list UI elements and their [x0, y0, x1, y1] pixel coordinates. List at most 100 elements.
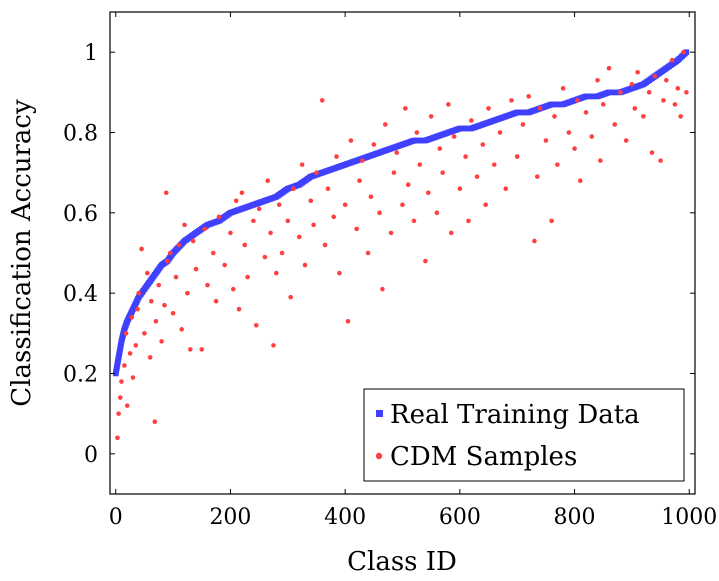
cdm-sample-point	[187, 347, 193, 352]
cdm-sample-point	[664, 77, 669, 83]
cdm-sample-point	[199, 347, 205, 352]
cdm-sample-point	[368, 194, 374, 200]
cdm-sample-point	[185, 290, 190, 296]
cdm-sample-point	[136, 290, 141, 296]
cdm-sample-point	[466, 218, 471, 224]
cdm-sample-point	[583, 110, 589, 115]
cdm-sample-point	[543, 138, 549, 143]
cdm-sample-point	[176, 242, 182, 248]
cdm-sample-point	[139, 246, 144, 252]
cdm-sample-point	[414, 130, 420, 135]
cdm-sample-point	[133, 343, 139, 348]
plot-frame	[109, 11, 696, 495]
cdm-sample-point	[331, 214, 336, 220]
cdm-sample-point	[520, 122, 526, 127]
cdm-sample-point	[411, 218, 417, 224]
x-tick-label: 1000	[661, 505, 717, 530]
cdm-sample-point	[276, 202, 282, 208]
cdm-sample-point	[552, 114, 557, 119]
cdm-sample-point	[641, 114, 646, 119]
cdm-sample-point	[440, 170, 445, 175]
cdm-sample-point	[130, 375, 136, 380]
cdm-sample-point	[675, 86, 681, 91]
cdm-sample-point	[147, 355, 153, 360]
cdm-sample-point	[428, 114, 434, 119]
cdm-sample-point	[437, 146, 443, 151]
cdm-sample-point	[423, 258, 428, 264]
cdm-sample-point	[491, 162, 497, 167]
cdm-sample-point	[253, 323, 259, 328]
cdm-sample-point	[334, 154, 339, 159]
cdm-sample-point	[672, 102, 678, 107]
cdm-sample-point	[606, 65, 612, 71]
cdm-sample-point	[417, 162, 423, 167]
x-tick-label: 600	[439, 505, 481, 530]
cdm-sample-point	[451, 134, 457, 139]
cdm-sample-point	[190, 238, 196, 244]
cdm-sample-point	[233, 198, 239, 204]
cdm-sample-point	[394, 150, 400, 155]
y-tick-label: 0.8	[63, 122, 98, 147]
cdm-sample-point	[268, 230, 273, 236]
cdm-sample-point	[216, 214, 222, 220]
cdm-sample-point	[632, 106, 638, 111]
cdm-sample-point	[314, 170, 319, 175]
cdm-sample-point	[388, 230, 394, 236]
cdm-sample-point	[153, 318, 159, 324]
cdm-sample-point	[228, 230, 233, 236]
y-tick-label: 0.2	[63, 363, 98, 388]
x-tick-label: 400	[324, 505, 366, 530]
y-tick-label: 0.4	[63, 282, 98, 307]
cdm-sample-point	[658, 158, 663, 163]
cdm-sample-point	[448, 230, 454, 236]
cdm-sample-point	[342, 202, 348, 208]
cdm-sample-point	[612, 122, 618, 127]
cdm-sample-point	[319, 98, 325, 103]
cdm-sample-point	[271, 343, 276, 348]
cdm-sample-point	[205, 282, 210, 288]
cdm-sample-point	[446, 102, 451, 107]
cdm-sample-point	[480, 142, 486, 147]
cdm-sample-point	[400, 202, 405, 208]
cdm-sample-point	[357, 178, 362, 183]
cdm-sample-point	[193, 266, 199, 272]
real-training-data-point	[683, 49, 690, 55]
cdm-sample-point	[159, 339, 164, 344]
cdm-sample-point	[371, 142, 377, 147]
cdm-sample-point	[600, 102, 606, 107]
legend-marker-real	[376, 410, 383, 417]
cdm-sample-point	[595, 77, 600, 83]
cdm-sample-point	[179, 327, 184, 332]
x-axis-ticks: 0 200 400 600 800 1000	[109, 12, 717, 530]
cdm-sample-point	[549, 218, 554, 224]
cdm-sample-point	[222, 262, 228, 268]
cdm-sample-point	[135, 306, 140, 312]
y-axis-ticks: 0 0.2 0.4 0.6 0.8 1	[63, 41, 695, 468]
cdm-samples-series	[115, 49, 689, 441]
cdm-sample-point	[646, 90, 652, 95]
cdm-sample-point	[483, 202, 488, 208]
cdm-sample-point	[684, 90, 689, 95]
legend-box	[363, 388, 685, 482]
cdm-sample-point	[618, 90, 623, 95]
x-tick-label: 200	[209, 505, 251, 530]
cdm-sample-point	[681, 49, 686, 55]
cdm-sample-point	[325, 186, 331, 192]
cdm-sample-point	[337, 270, 342, 276]
cdm-sample-point	[245, 274, 250, 280]
cdm-sample-point	[598, 158, 603, 163]
x-tick-label: 0	[109, 505, 123, 530]
cdm-sample-point	[572, 146, 577, 151]
cdm-sample-point	[403, 106, 408, 111]
cdm-sample-point	[678, 114, 683, 119]
cdm-sample-point	[144, 270, 150, 276]
cdm-sample-point	[239, 190, 245, 196]
cdm-sample-point	[123, 331, 129, 336]
cdm-sample-point	[308, 198, 314, 204]
cdm-sample-point	[497, 130, 503, 135]
cdm-sample-point	[649, 150, 655, 155]
y-tick-label: 0	[84, 443, 98, 468]
cdm-sample-point	[377, 210, 382, 216]
legend-marker-cdm	[375, 452, 383, 460]
cdm-sample-point	[669, 57, 675, 63]
